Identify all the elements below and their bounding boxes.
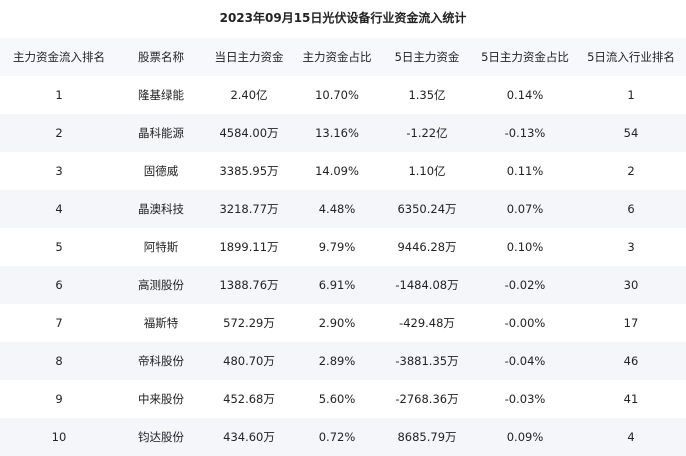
- cell-main-fund-ratio: 4.48%: [318, 202, 356, 216]
- cell-rank: 7: [55, 316, 63, 330]
- table-row: 2 晶科能源 4584.00万 13.16% -1.22亿 -0.13% 54: [0, 114, 686, 152]
- cell-rank: 6: [55, 278, 63, 292]
- cell-daily-main-fund: 2.40亿: [230, 88, 268, 102]
- cell-5day-main-fund-ratio: 0.10%: [506, 240, 544, 254]
- cell-5day-industry-rank: 41: [623, 392, 639, 406]
- cell-5day-industry-rank: 54: [623, 126, 639, 140]
- table-row: 10 钧达股份 434.60万 0.72% 8685.79万 0.09% 4: [0, 418, 686, 456]
- cell-stock-name: 晶科能源: [138, 126, 184, 140]
- cell-5day-main-fund: 6350.24万: [397, 202, 457, 216]
- table-row: 1 隆基绿能 2.40亿 10.70% 1.35亿 0.14% 1: [0, 76, 686, 114]
- header-5day-main-fund-ratio: 5日主力资金占比: [481, 50, 569, 64]
- cell-rank: 1: [55, 88, 63, 102]
- cell-5day-industry-rank: 4: [627, 430, 635, 444]
- cell-daily-main-fund: 434.60万: [223, 430, 275, 444]
- cell-daily-main-fund: 452.68万: [223, 392, 275, 406]
- header-rank: 主力资金流入排名: [13, 50, 105, 64]
- table-row: 8 帝科股份 480.70万 2.89% -3881.35万 -0.04% 46: [0, 342, 686, 380]
- fund-flow-table: 主力资金流入排名 股票名称 当日主力资金 主力资金占比 5日主力资金 5日主力资…: [0, 38, 686, 456]
- page-title: 2023年09月15日光伏设备行业资金流入统计: [219, 11, 467, 25]
- cell-5day-main-fund: 1.35亿: [408, 88, 446, 102]
- table-row: 7 福斯特 572.29万 2.90% -429.48万 -0.00% 17: [0, 304, 686, 342]
- header-stock-name: 股票名称: [138, 50, 184, 64]
- cell-5day-main-fund-ratio: -0.00%: [504, 316, 546, 330]
- cell-stock-name: 钧达股份: [138, 430, 184, 444]
- cell-5day-main-fund-ratio: 0.14%: [506, 88, 544, 102]
- cell-stock-name: 中来股份: [138, 392, 184, 406]
- cell-5day-industry-rank: 30: [623, 278, 639, 292]
- cell-stock-name: 阿特斯: [143, 240, 179, 254]
- cell-stock-name: 固德威: [143, 164, 179, 178]
- cell-5day-main-fund-ratio: -0.02%: [504, 278, 546, 292]
- cell-main-fund-ratio: 14.09%: [315, 164, 359, 178]
- cell-5day-industry-rank: 1: [627, 88, 635, 102]
- cell-5day-main-fund-ratio: -0.04%: [504, 354, 546, 368]
- table-header-row: 主力资金流入排名 股票名称 当日主力资金 主力资金占比 5日主力资金 5日主力资…: [0, 38, 686, 76]
- cell-main-fund-ratio: 9.79%: [318, 240, 356, 254]
- cell-5day-industry-rank: 3: [627, 240, 635, 254]
- cell-stock-name: 隆基绿能: [138, 88, 184, 102]
- cell-daily-main-fund: 480.70万: [223, 354, 275, 368]
- table-row: 3 固德威 3385.95万 14.09% 1.10亿 0.11% 2: [0, 152, 686, 190]
- table-row: 5 阿特斯 1899.11万 9.79% 9446.28万 0.10% 3: [0, 228, 686, 266]
- cell-5day-main-fund: 1.10亿: [408, 164, 446, 178]
- cell-main-fund-ratio: 0.72%: [318, 430, 356, 444]
- cell-stock-name: 高测股份: [138, 278, 184, 292]
- cell-stock-name: 帝科股份: [138, 354, 184, 368]
- cell-rank: 4: [55, 202, 63, 216]
- cell-5day-main-fund: 9446.28万: [397, 240, 457, 254]
- cell-5day-main-fund: -1484.08万: [395, 278, 459, 292]
- cell-5day-industry-rank: 46: [623, 354, 639, 368]
- cell-5day-main-fund-ratio: -0.03%: [504, 392, 546, 406]
- cell-5day-main-fund: -3881.35万: [395, 354, 459, 368]
- cell-5day-main-fund: -2768.36万: [395, 392, 459, 406]
- cell-rank: 5: [55, 240, 63, 254]
- cell-daily-main-fund: 3385.95万: [219, 164, 279, 178]
- table-row: 9 中来股份 452.68万 5.60% -2768.36万 -0.03% 41: [0, 380, 686, 418]
- header-5day-main-fund: 5日主力资金: [394, 50, 460, 64]
- cell-main-fund-ratio: 2.90%: [318, 316, 356, 330]
- table-body: 1 隆基绿能 2.40亿 10.70% 1.35亿 0.14% 1 2 晶科能源 4584.00万…: [0, 76, 686, 456]
- cell-5day-main-fund-ratio: 0.09%: [506, 430, 544, 444]
- cell-daily-main-fund: 4584.00万: [219, 126, 279, 140]
- table-row: 4 晶澳科技 3218.77万 4.48% 6350.24万 0.07% 6: [0, 190, 686, 228]
- cell-rank: 3: [55, 164, 63, 178]
- cell-5day-industry-rank: 6: [627, 202, 635, 216]
- cell-main-fund-ratio: 5.60%: [318, 392, 356, 406]
- cell-rank: 8: [55, 354, 63, 368]
- cell-rank: 2: [55, 126, 63, 140]
- cell-main-fund-ratio: 10.70%: [315, 88, 359, 102]
- cell-5day-industry-rank: 2: [627, 164, 635, 178]
- cell-5day-main-fund-ratio: 0.07%: [506, 202, 544, 216]
- cell-5day-industry-rank: 17: [623, 316, 639, 330]
- cell-5day-main-fund: -429.48万: [399, 316, 455, 330]
- header-main-fund-ratio: 主力资金占比: [302, 50, 372, 64]
- cell-stock-name: 福斯特: [143, 316, 179, 330]
- table-row: 6 高测股份 1388.76万 6.91% -1484.08万 -0.02% 30: [0, 266, 686, 304]
- cell-main-fund-ratio: 2.89%: [318, 354, 356, 368]
- cell-daily-main-fund: 1899.11万: [219, 240, 279, 254]
- cell-5day-main-fund: -1.22亿: [406, 126, 448, 140]
- cell-main-fund-ratio: 13.16%: [315, 126, 359, 140]
- cell-daily-main-fund: 3218.77万: [219, 202, 279, 216]
- cell-5day-main-fund: 8685.79万: [397, 430, 457, 444]
- cell-stock-name: 晶澳科技: [138, 202, 184, 216]
- cell-rank: 10: [51, 430, 67, 444]
- cell-daily-main-fund: 1388.76万: [219, 278, 279, 292]
- cell-5day-main-fund-ratio: -0.13%: [504, 126, 546, 140]
- cell-daily-main-fund: 572.29万: [223, 316, 275, 330]
- header-5day-industry-rank: 5日流入行业排名: [587, 50, 675, 64]
- cell-5day-main-fund-ratio: 0.11%: [506, 164, 544, 178]
- cell-main-fund-ratio: 6.91%: [318, 278, 356, 292]
- header-daily-main-fund: 当日主力资金: [214, 50, 284, 64]
- cell-rank: 9: [55, 392, 63, 406]
